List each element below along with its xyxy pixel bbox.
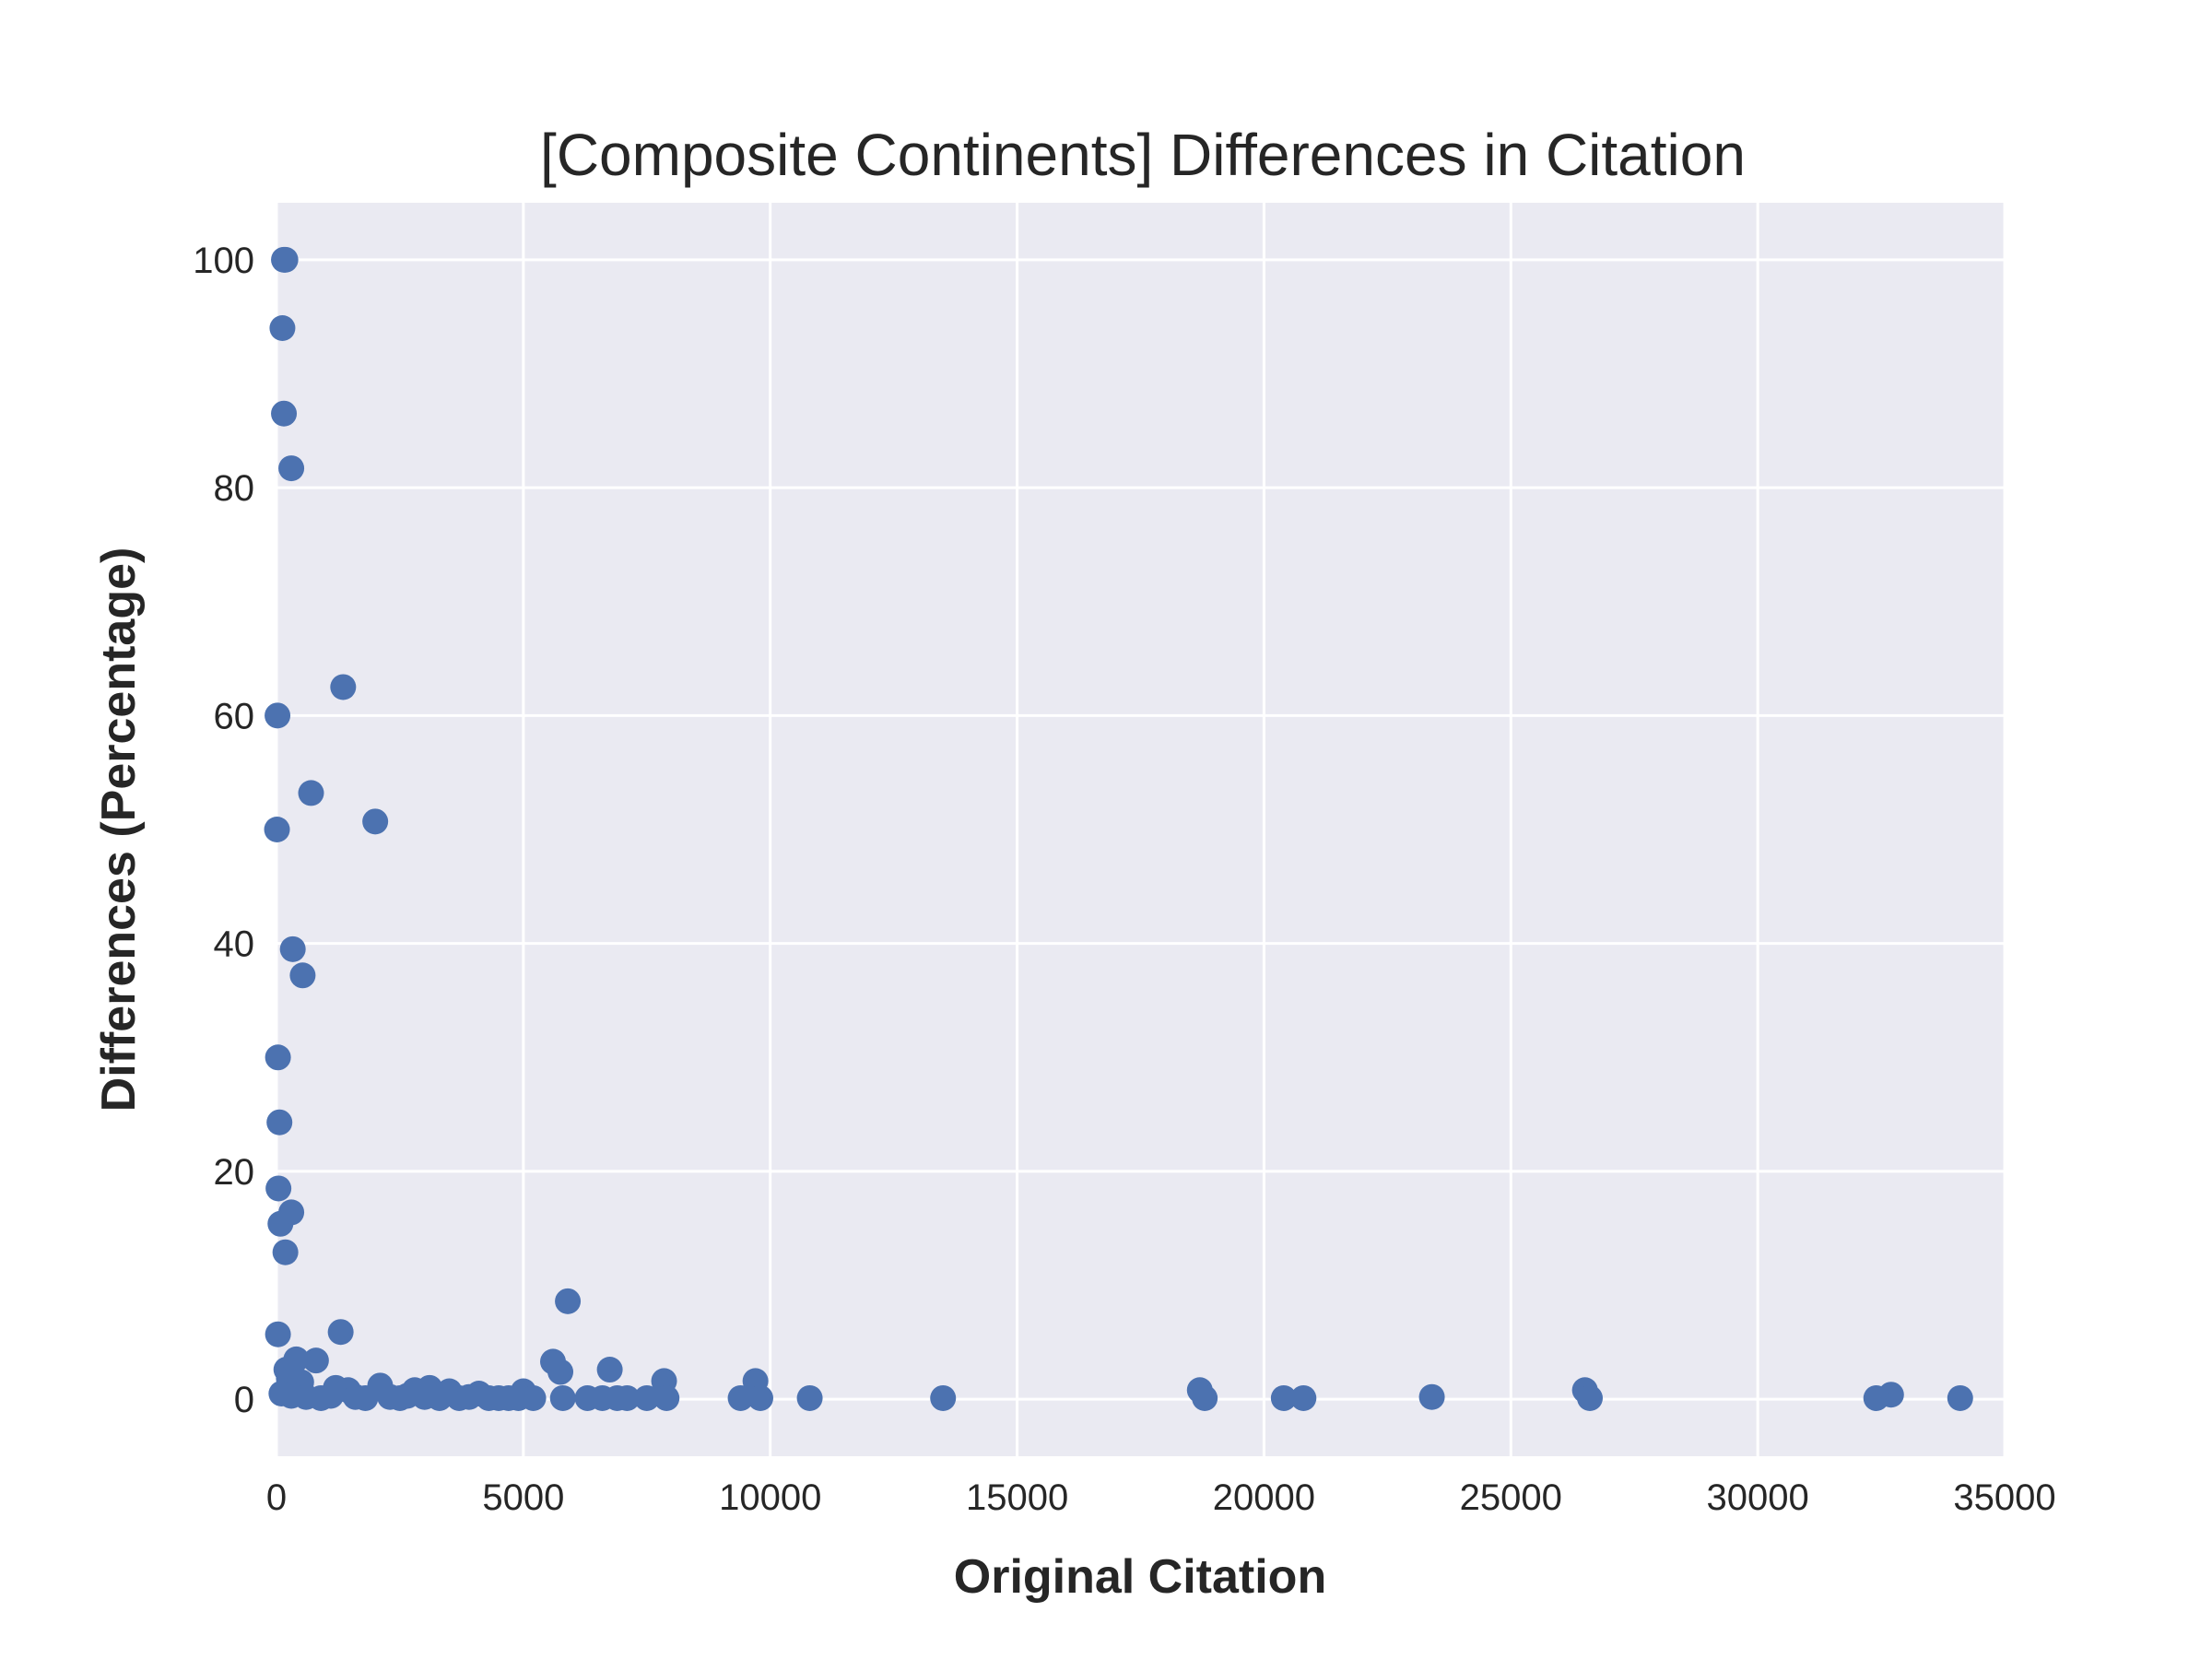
scatter-point xyxy=(1947,1384,1973,1411)
scatter-point xyxy=(727,1384,754,1411)
scatter-point xyxy=(272,1239,299,1265)
y-tick-label: 80 xyxy=(214,468,255,509)
scatter-point xyxy=(1270,1384,1297,1411)
x-tick-label: 20000 xyxy=(1213,1477,1315,1518)
scatter-point xyxy=(265,1044,291,1071)
scatter-point xyxy=(271,400,298,427)
scatter-point xyxy=(747,1384,773,1411)
y-tick-label: 100 xyxy=(193,241,254,281)
y-tick-label: 60 xyxy=(214,696,255,736)
scatter-point xyxy=(555,1288,582,1314)
scatter-point xyxy=(317,1382,344,1409)
scatter-point xyxy=(653,1384,680,1411)
scatter-point xyxy=(278,455,305,482)
x-tick-label: 30000 xyxy=(1707,1477,1809,1518)
scatter-point xyxy=(633,1384,660,1411)
scatter-point xyxy=(362,808,389,835)
x-axis-ticks: 0 5000 10000 15000 20000 25000 30000 35000 xyxy=(266,1477,2056,1518)
scatter-point xyxy=(269,315,296,341)
scatter-point xyxy=(267,1210,294,1237)
scatter-point xyxy=(279,935,306,962)
scatter-points xyxy=(264,246,1973,1411)
x-tick-label: 15000 xyxy=(966,1477,1068,1518)
scatter-point xyxy=(272,246,299,273)
scatter-point xyxy=(930,1384,957,1411)
chart-title: [Composite Continents] Differences in Ci… xyxy=(540,122,1746,188)
scatter-point xyxy=(330,674,357,700)
x-axis-label: Original Citation xyxy=(954,1550,1326,1604)
scatter-point xyxy=(796,1384,823,1411)
scatter-point xyxy=(264,817,290,842)
y-axis-label: Differences (Percentage) xyxy=(92,547,146,1112)
x-tick-label: 25000 xyxy=(1460,1477,1562,1518)
scatter-point xyxy=(549,1384,576,1411)
scatter-point xyxy=(1577,1384,1603,1411)
scatter-point xyxy=(614,1384,641,1411)
scatter-point xyxy=(520,1384,547,1411)
scatter-point xyxy=(266,1109,293,1135)
scatter-point xyxy=(265,1175,292,1202)
scatter-point xyxy=(596,1357,623,1383)
scatter-point xyxy=(426,1384,453,1411)
x-tick-label: 0 xyxy=(266,1477,287,1518)
scatter-point xyxy=(265,702,291,729)
scatter-point xyxy=(327,1319,354,1346)
scatter-point xyxy=(1192,1384,1218,1411)
scatter-point xyxy=(265,1321,291,1347)
scatter-point xyxy=(298,780,324,806)
scatter-point xyxy=(289,962,316,989)
y-tick-label: 20 xyxy=(214,1152,255,1193)
scatter-point xyxy=(302,1347,329,1374)
x-tick-label: 10000 xyxy=(719,1477,821,1518)
y-tick-label: 40 xyxy=(214,924,255,965)
scatter-point xyxy=(455,1383,482,1410)
scatter-point xyxy=(1863,1384,1889,1411)
scatter-point xyxy=(352,1384,379,1411)
x-tick-label: 5000 xyxy=(482,1477,564,1518)
plot-area xyxy=(276,203,2005,1456)
grid-lines xyxy=(275,203,2006,1456)
y-tick-label: 0 xyxy=(234,1380,254,1420)
scatter-point xyxy=(1418,1383,1445,1410)
y-axis-ticks: 0 20 40 60 80 100 xyxy=(193,241,254,1420)
scatter-point xyxy=(1290,1384,1317,1411)
scatter-point xyxy=(547,1359,574,1385)
x-tick-label: 35000 xyxy=(1953,1477,2055,1518)
